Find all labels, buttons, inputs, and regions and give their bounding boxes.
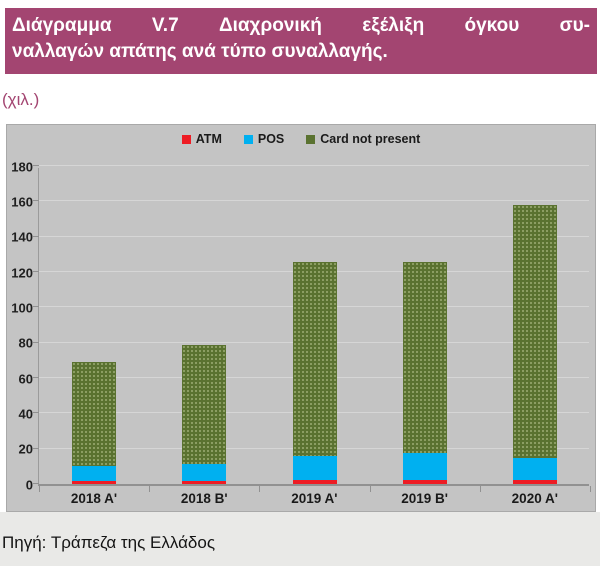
legend-item-pos: POS bbox=[243, 132, 285, 146]
y-axis-label: 60 bbox=[18, 371, 33, 386]
y-axis-label: 140 bbox=[11, 229, 33, 245]
bar-segment-pos bbox=[292, 455, 337, 480]
y-axis-label: 0 bbox=[25, 477, 33, 492]
x-axis-tick bbox=[39, 486, 40, 492]
y-axis-tick bbox=[33, 483, 39, 484]
bar-segment-pos bbox=[402, 453, 447, 481]
y-axis-tick bbox=[33, 341, 39, 343]
y-axis-label: 180 bbox=[11, 159, 33, 174]
y-axis-label: 40 bbox=[18, 406, 33, 422]
x-axis-tick bbox=[149, 486, 151, 492]
y-axis-tick bbox=[33, 200, 39, 202]
bar-segment-atm bbox=[182, 481, 227, 484]
bar-segment-card-not-present bbox=[292, 262, 337, 456]
x-axis-label: 2019 Α' bbox=[291, 491, 338, 506]
legend-label: Card not present bbox=[320, 132, 421, 146]
chart-title-banner: Διάγραμμα V.7 Διαχρονική εξέλιξη όγκου σ… bbox=[5, 8, 597, 74]
bar-segment-card-not-present bbox=[182, 345, 227, 464]
bar-segment-card-not-present bbox=[402, 262, 447, 454]
legend-label: ATM bbox=[195, 132, 222, 146]
chart-legend: ATM POS Card not present bbox=[7, 132, 595, 146]
y-axis-label: 100 bbox=[11, 300, 33, 316]
bar-segment-pos bbox=[72, 466, 117, 482]
x-axis-label: 2019 Β' bbox=[401, 491, 448, 506]
bar-segment-atm bbox=[72, 481, 117, 484]
x-axis-tick bbox=[369, 486, 371, 492]
y-axis-label: 80 bbox=[18, 335, 33, 351]
y-axis-label: 120 bbox=[11, 265, 33, 280]
bar-segment-card-not-present bbox=[72, 362, 117, 467]
source-note: Πηγή: Τράπεζα της Ελλάδος bbox=[0, 512, 600, 566]
chart-box: ATM POS Card not present 0 20 40 60 80 100 120 14… bbox=[6, 124, 596, 512]
legend-item-card-not-present: Card not present bbox=[306, 132, 420, 146]
gridline bbox=[39, 200, 589, 202]
y-axis-tick bbox=[33, 271, 39, 272]
y-axis-tick bbox=[33, 306, 39, 308]
legend-item-atm: ATM bbox=[181, 132, 222, 146]
y-axis-tick bbox=[33, 447, 39, 449]
y-axis-tick bbox=[33, 235, 39, 237]
bar-segment-atm bbox=[292, 479, 337, 484]
bar-segment-atm bbox=[512, 480, 557, 484]
x-axis-tick bbox=[479, 486, 481, 492]
x-axis-label: 2018 Β' bbox=[180, 491, 228, 506]
legend-swatch-icon bbox=[243, 134, 253, 144]
x-axis-label: 2018 Α' bbox=[70, 491, 118, 506]
y-axis-tick bbox=[33, 412, 39, 414]
chart-plot: 0 20 40 60 80 100 120 140 160 180 2018 Α' 2018 Β' 20… bbox=[11, 159, 591, 506]
y-axis-tick bbox=[33, 377, 39, 378]
units-label: (χιλ.) bbox=[2, 90, 40, 109]
y-axis-tick bbox=[33, 165, 39, 166]
legend-swatch-icon bbox=[181, 134, 191, 144]
legend-label: POS bbox=[257, 132, 285, 146]
bar-segment-pos bbox=[182, 463, 227, 482]
x-axis-tick bbox=[259, 486, 261, 492]
x-axis-label: 2020 Α' bbox=[511, 491, 558, 506]
bar-segment-atm bbox=[402, 480, 447, 484]
gridline bbox=[39, 235, 589, 237]
chart-title-line1: Διάγραμμα V.7 Διαχρονική εξέλιξη όγκου σ… bbox=[12, 15, 590, 36]
bar-segment-pos bbox=[512, 457, 557, 481]
y-axis-label: 160 bbox=[11, 194, 33, 210]
chart-title-line2: ναλλαγών απάτης ανά τύπο συναλλαγής. bbox=[12, 41, 388, 62]
gridline bbox=[39, 165, 589, 166]
bar-segment-card-not-present bbox=[512, 204, 557, 458]
legend-swatch-icon bbox=[306, 134, 316, 144]
y-axis-label: 20 bbox=[18, 441, 33, 457]
x-axis-tick bbox=[590, 486, 591, 492]
